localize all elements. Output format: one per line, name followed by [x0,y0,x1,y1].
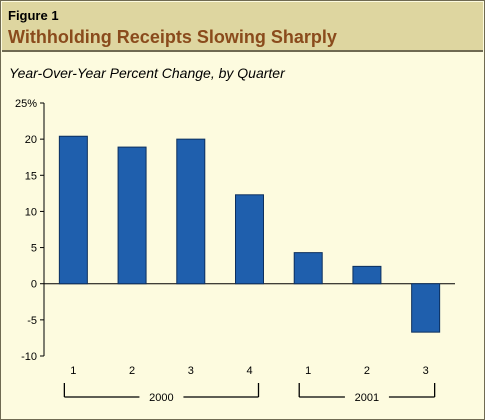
y-tick-label: -5 [27,315,37,327]
bar [352,265,382,285]
bar [58,135,88,285]
bar [293,252,323,285]
bar [411,283,441,333]
x-tick-label: 3 [423,365,429,377]
group-label: 2001 [355,392,379,404]
y-tick-label: 20 [25,134,37,146]
x-tick-label: 1 [305,365,311,377]
chart-title: Withholding Receipts Slowing Sharply [8,27,337,47]
bar [235,194,264,285]
y-tick-label: 0 [31,279,37,291]
x-tick-label: 1 [70,365,76,377]
figure-label: Figure 1 [8,8,59,23]
y-tick-label: -10 [21,351,37,363]
x-tick-label: 2 [364,365,370,377]
header-divider [2,50,483,52]
x-tick-label: 3 [188,365,194,377]
chart-subtitle: Year-Over-Year Percent Change, by Quarte… [9,65,285,81]
y-tick-label: 5 [31,243,37,255]
group-label: 2000 [149,392,173,404]
y-tick-label: 15 [25,170,37,182]
x-tick-label: 2 [129,365,135,377]
x-tick-label: 4 [246,365,252,377]
bar [176,138,206,285]
bar [117,146,147,285]
y-tick-label: 25% [15,98,37,110]
figure-header: Figure 1 Withholding Receipts Slowing Sh… [2,2,483,50]
y-tick-label: 10 [25,206,37,218]
